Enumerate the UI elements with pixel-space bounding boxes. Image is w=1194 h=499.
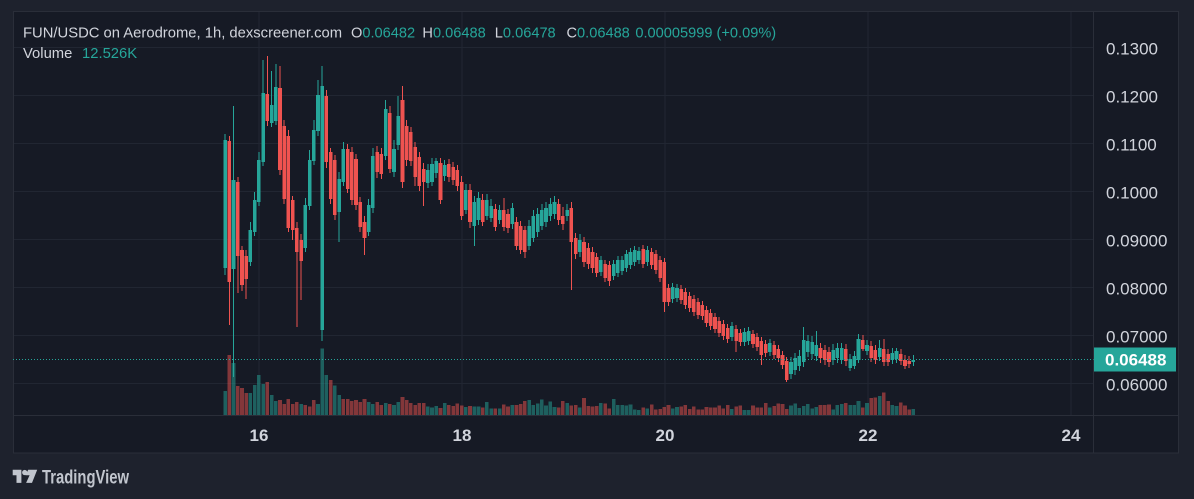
svg-text:22: 22 (859, 426, 878, 445)
svg-text:TradingView: TradingView (42, 467, 130, 489)
svg-text:0.1200: 0.1200 (1106, 88, 1158, 107)
svg-text:24: 24 (1062, 426, 1081, 445)
svg-text:0.08000: 0.08000 (1106, 280, 1167, 299)
svg-text:16: 16 (250, 426, 269, 445)
svg-text:20: 20 (656, 426, 675, 445)
svg-text:18: 18 (453, 426, 472, 445)
svg-text:0.1100: 0.1100 (1106, 136, 1157, 155)
svg-text:0.1300: 0.1300 (1106, 40, 1158, 59)
svg-text:FUN/USDC on Aerodrome, 1h, dex: FUN/USDC on Aerodrome, 1h, dexscreener.c… (23, 26, 342, 42)
svg-text:0.06000: 0.06000 (1106, 376, 1167, 395)
svg-text:0.06488: 0.06488 (1105, 351, 1166, 370)
svg-text:0.1000: 0.1000 (1106, 184, 1158, 203)
svg-text:0.09000: 0.09000 (1106, 232, 1167, 251)
svg-text:0.07000: 0.07000 (1106, 328, 1167, 347)
